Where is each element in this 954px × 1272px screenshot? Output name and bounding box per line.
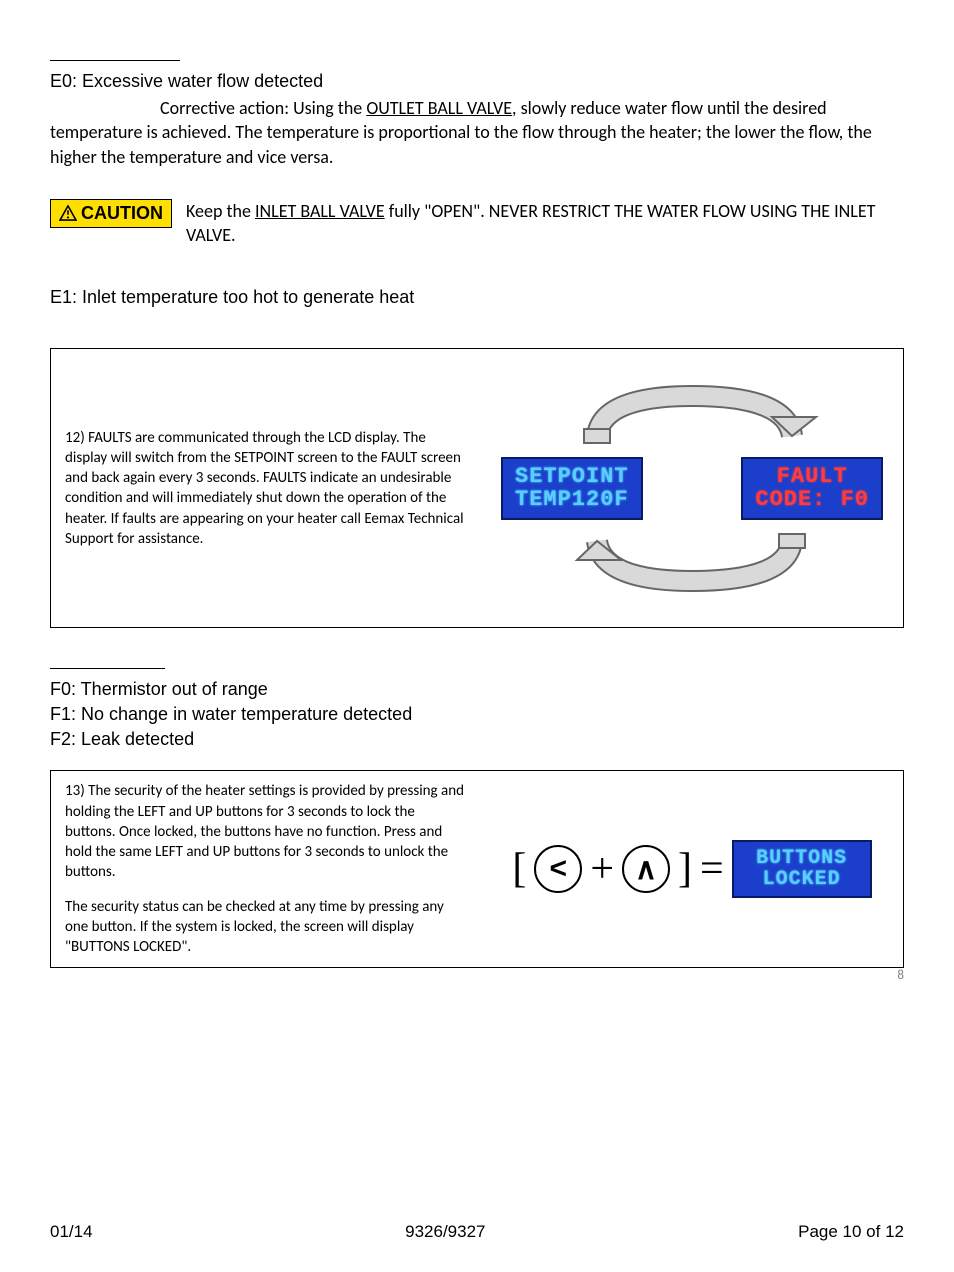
- lcd-setpoint-line1: SETPOINT: [515, 465, 629, 488]
- bracket-open: [: [512, 845, 526, 893]
- lcd-fault-line1: FAULT: [755, 465, 869, 488]
- lcd-locked-line1: BUTTONS: [746, 848, 858, 869]
- f2-heading: F2: Leak detected: [50, 729, 904, 750]
- lcd-buttons-locked: BUTTONS LOCKED: [732, 840, 872, 898]
- panel-13-text-cell: 13) The security of the heater settings …: [51, 771, 481, 967]
- footer-left: 01/14: [50, 1222, 93, 1242]
- caution-prefix: Keep the: [186, 200, 255, 222]
- panel-12-text-cell: 12) FAULTS are communicated through the …: [51, 349, 481, 627]
- lcd-fault: FAULT CODE: F0: [741, 457, 883, 519]
- caution-text: Keep the INLET BALL VALVE fully "OPEN". …: [186, 199, 904, 248]
- f0-heading: F0: Thermistor out of range: [50, 679, 904, 700]
- caution-label: CAUTION: [81, 203, 163, 224]
- e1-heading: E1: Inlet temperature too hot to generat…: [50, 287, 904, 308]
- panel-13-p1: 13) The security of the heater settings …: [65, 781, 467, 882]
- e0-body-link: OUTLET BALL VALVE: [366, 97, 512, 119]
- arrow-top: [491, 375, 893, 457]
- footer-right: Page 10 of 12: [798, 1222, 904, 1242]
- section-rule-2: [50, 668, 165, 669]
- f1-heading: F1: No change in water temperature detec…: [50, 704, 904, 725]
- panel-12-diagram-cell: SETPOINT TEMP120F FAULT CODE: F0: [481, 349, 903, 627]
- lcd-locked-line2: LOCKED: [746, 869, 858, 890]
- caution-row: CAUTION Keep the INLET BALL VALVE fully …: [50, 199, 904, 248]
- e0-body: Corrective action: Using the OUTLET BALL…: [50, 96, 904, 169]
- e0-body-prefix: Corrective action: Using the: [160, 97, 366, 119]
- e0-heading: E0: Excessive water flow detected: [50, 71, 904, 92]
- caution-badge: CAUTION: [50, 199, 172, 228]
- left-button-icon: <: [534, 845, 582, 893]
- page-footer: 01/14 9326/9327 Page 10 of 12: [50, 1222, 904, 1242]
- arrow-bottom: [491, 520, 893, 602]
- page-number-small: 8: [897, 968, 904, 983]
- panel-13-diagram-cell: [ < + ∧ ] = BUTTONS LOCKED: [481, 771, 903, 967]
- panel-12-text: 12) FAULTS are communicated through the …: [65, 428, 467, 550]
- up-button-glyph: ∧: [635, 852, 657, 887]
- plus-sign: +: [590, 845, 614, 893]
- panel-13-p2: The security status can be checked at an…: [65, 897, 467, 958]
- panel-12: 12) FAULTS are communicated through the …: [50, 348, 904, 628]
- up-button-icon: ∧: [622, 845, 670, 893]
- lcd-setpoint-line2: TEMP120F: [515, 488, 629, 511]
- footer-center: 9326/9327: [405, 1222, 485, 1242]
- lcd-setpoint: SETPOINT TEMP120F: [501, 457, 643, 519]
- fault-diagram: SETPOINT TEMP120F FAULT CODE: F0: [491, 375, 893, 601]
- equals-sign: =: [700, 845, 724, 893]
- bracket-close: ]: [678, 845, 692, 893]
- section-rule: [50, 60, 180, 61]
- lcd-fault-line2: CODE: F0: [755, 488, 869, 511]
- panel-13: 13) The security of the heater settings …: [50, 770, 904, 968]
- caution-link: INLET BALL VALVE: [255, 200, 385, 222]
- left-button-glyph: <: [550, 852, 568, 886]
- warning-triangle-icon: [59, 205, 77, 221]
